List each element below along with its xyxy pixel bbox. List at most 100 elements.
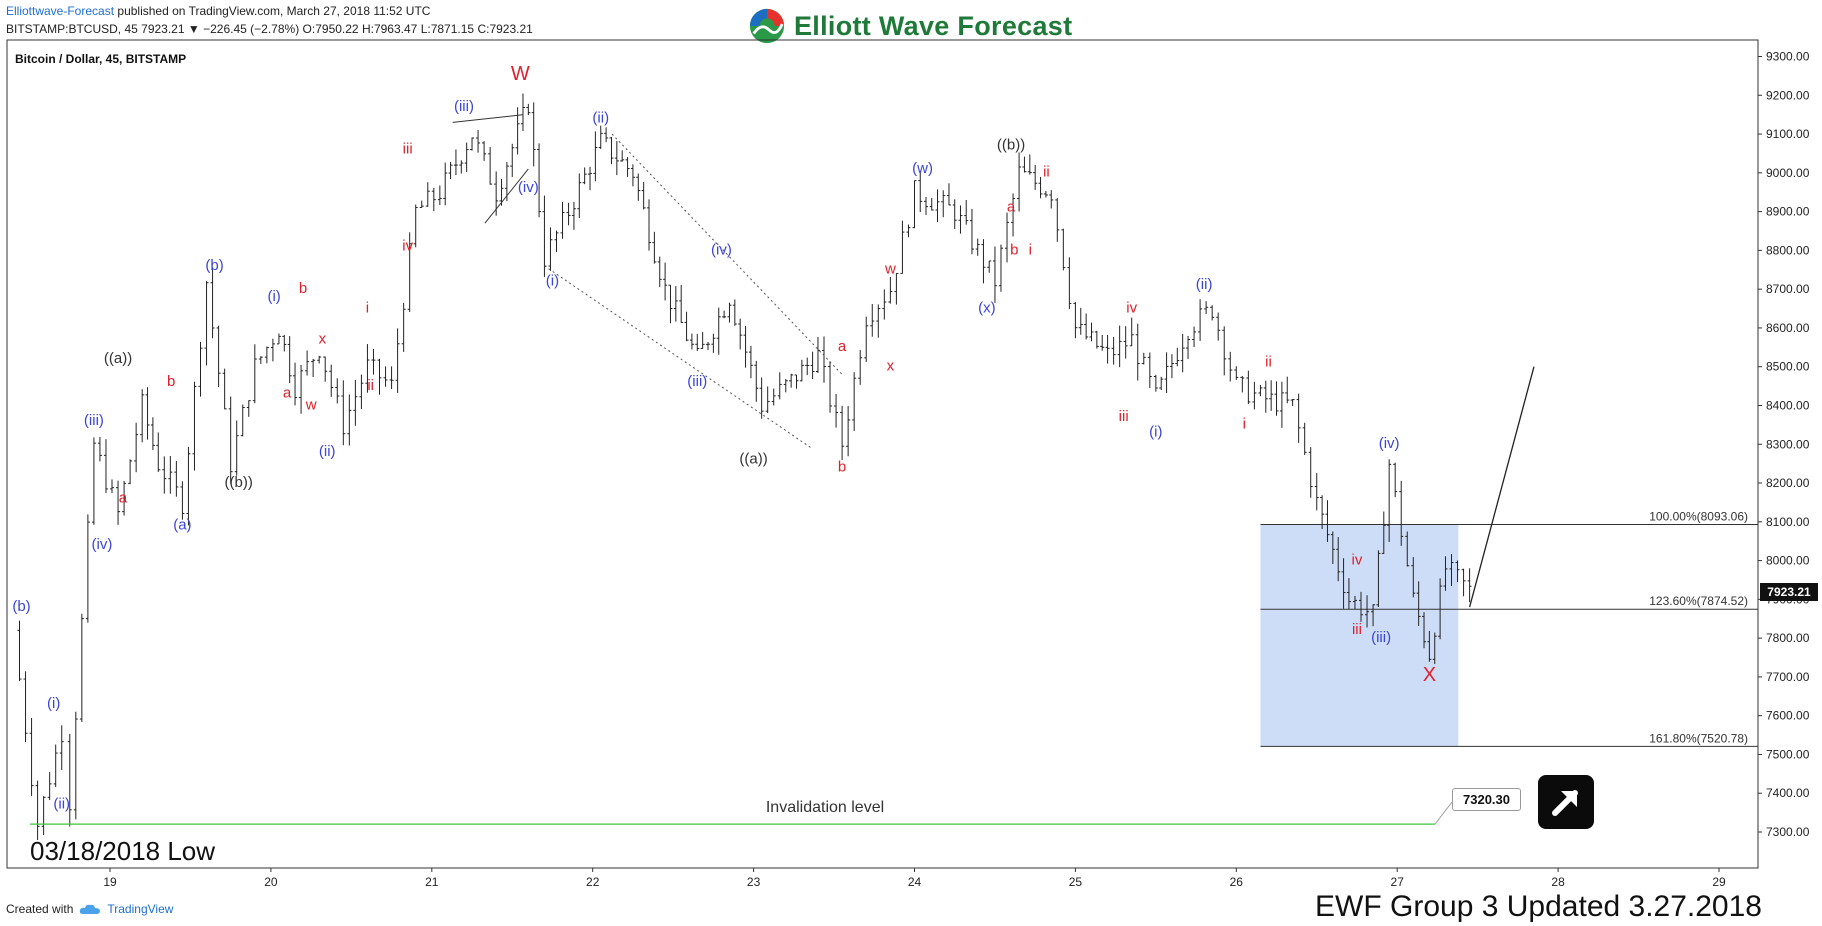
y-tick-label: 8800.00 — [1766, 243, 1810, 257]
x-tick-label: 19 — [103, 875, 117, 889]
wave-label: iii — [1352, 621, 1362, 638]
wave-label: a — [283, 385, 292, 402]
fib-level-label: 100.00%(8093.06) — [1649, 509, 1748, 523]
arrow-up-right-icon — [1552, 790, 1578, 816]
invalidation-price-tag: 7320.30 — [1452, 788, 1521, 811]
y-tick-label: 7700.00 — [1766, 670, 1810, 684]
ticker-symbol: BITSTAMP:BTCUSD, 45 — [6, 22, 138, 36]
created-with: Created with TradingView — [6, 902, 173, 916]
fib-target-zone — [1260, 524, 1459, 747]
y-tick-label: 7500.00 — [1766, 747, 1810, 761]
wave-label: ((a)) — [104, 350, 132, 367]
y-tick-label: 9200.00 — [1766, 88, 1810, 102]
wave-label: (x) — [978, 299, 996, 316]
triangle-bottom-line — [484, 168, 529, 224]
y-tick-label: 8200.00 — [1766, 476, 1810, 490]
y-tick-label: 8700.00 — [1766, 282, 1810, 296]
x-tick-label: 25 — [1069, 875, 1083, 889]
wave-label: ii — [1043, 164, 1050, 181]
wave-label: iii — [1119, 408, 1129, 425]
wave-label: a — [838, 338, 847, 355]
ohlc-c-value: 7923.21 — [489, 22, 533, 36]
y-tick-label: 7800.00 — [1766, 631, 1810, 645]
wave-label: (iii) — [1371, 629, 1391, 646]
wave-label: ii — [367, 377, 374, 394]
ohlc-o-label: O: — [302, 22, 316, 36]
wave-label: (i) — [47, 695, 60, 712]
fib-level-label: 123.60%(7874.52) — [1649, 594, 1748, 608]
wave-label: (a) — [173, 517, 191, 534]
ohlc-l-label: L: — [420, 22, 431, 36]
x-tick-label: 28 — [1551, 875, 1565, 889]
wave-label: i — [1243, 416, 1246, 433]
brand-logo: Elliott Wave Forecast — [748, 5, 1072, 47]
y-tick-label: 8600.00 — [1766, 321, 1810, 335]
x-tick-label: 26 — [1230, 875, 1244, 889]
x-tick-label: 20 — [264, 875, 278, 889]
wave-label: w — [884, 261, 896, 278]
wave-label: (i) — [1149, 423, 1162, 440]
last-price-tag: 7923.21 — [1760, 583, 1818, 601]
wave-label: x — [887, 358, 895, 375]
wave-label: ((a)) — [739, 451, 767, 468]
wave-label: (b) — [12, 598, 30, 615]
x-tick-label: 24 — [908, 875, 922, 889]
wave-label: b — [167, 373, 175, 390]
y-tick-label: 8500.00 — [1766, 360, 1810, 374]
wave-label: X — [1423, 664, 1436, 686]
fib-level-label: 161.80%(7520.78) — [1649, 731, 1748, 745]
invalidation-label: Invalidation level — [766, 799, 884, 816]
wave-label: (iii) — [84, 412, 104, 429]
y-tick-label: 8000.00 — [1766, 554, 1810, 568]
ohlc-c-label: C: — [477, 22, 490, 36]
ticker-change: −226.45 (−2.78%) — [203, 22, 300, 36]
y-tick-label: 7600.00 — [1766, 709, 1810, 723]
brand-name: Elliott Wave Forecast — [794, 10, 1073, 41]
wave-label: i — [366, 299, 369, 316]
wave-label: (iv) — [518, 179, 539, 196]
site-link[interactable]: Elliottwave-Forecast — [6, 4, 115, 18]
wave-label: b — [838, 458, 846, 475]
wave-label: iv — [1126, 299, 1137, 316]
y-tick-label: 9300.00 — [1766, 50, 1810, 64]
wave-label: (iii) — [687, 373, 707, 390]
ohlc-h-label: H: — [361, 22, 374, 36]
y-tick-label: 8100.00 — [1766, 515, 1810, 529]
wave-label: (ii) — [53, 796, 70, 813]
y-tick-label: 8400.00 — [1766, 398, 1810, 412]
tradingview-cloud-icon — [80, 904, 101, 914]
wave-label: (iv) — [1379, 435, 1400, 452]
wave-label: (ii) — [319, 443, 336, 460]
x-tick-label: 23 — [747, 875, 761, 889]
created-with-label: Created with — [6, 902, 74, 916]
y-tick-label: 7400.00 — [1766, 786, 1810, 800]
wave-label: w — [305, 396, 317, 413]
tradingview-link[interactable]: TradingView — [107, 902, 174, 916]
wave-label: (iii) — [454, 98, 474, 115]
wave-label: W — [511, 63, 530, 85]
ohlc-o-value: 7950.22 — [315, 22, 359, 36]
x-tick-label: 21 — [425, 875, 439, 889]
publish-header: Elliottwave-Forecast published on Tradin… — [6, 4, 430, 22]
x-tick-label: 29 — [1712, 875, 1726, 889]
wave-label: iv — [1352, 551, 1363, 568]
wave-label: (ii) — [592, 109, 609, 126]
y-tick-label: 9100.00 — [1766, 127, 1810, 141]
x-tick-label: 22 — [586, 875, 600, 889]
wave-label: b — [299, 280, 307, 297]
plot-frame — [6, 39, 1759, 869]
x-tick-label: 27 — [1391, 875, 1405, 889]
channel-lower-line — [544, 265, 812, 449]
wave-label: iv — [402, 237, 413, 254]
wave-label: a — [1007, 199, 1016, 216]
y-tick-label: 8900.00 — [1766, 205, 1810, 219]
projection-line — [1468, 366, 1535, 608]
wave-label: i — [1029, 241, 1032, 258]
channel-upper-line — [611, 133, 843, 375]
wave-label: iii — [403, 140, 413, 157]
ohlc-h-value: 7963.47 — [373, 22, 418, 36]
chart-title: Bitcoin / Dollar, 45, BITSTAMP — [15, 52, 187, 66]
y-tick-label: 7300.00 — [1766, 825, 1810, 839]
